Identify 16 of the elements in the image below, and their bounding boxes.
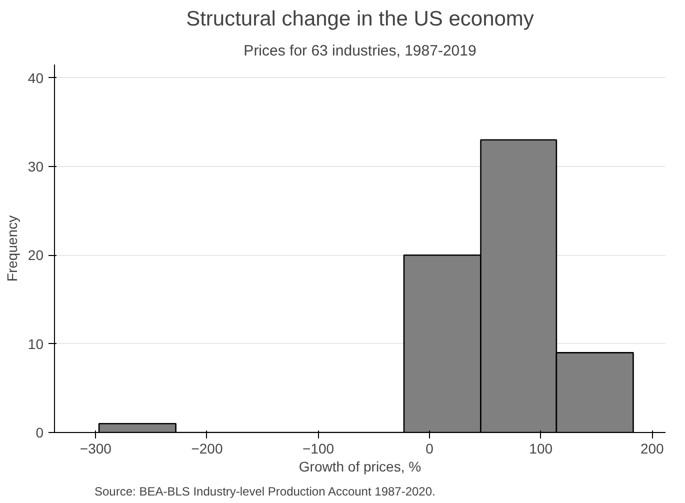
x-tick-label: 100 (529, 440, 553, 456)
y-tick-label: 10 (28, 336, 44, 352)
x-tick-label: 200 (640, 440, 664, 456)
y-tick-label: 20 (28, 247, 44, 264)
x-tick-label: 0 (426, 440, 434, 456)
y-tick-label: 40 (28, 70, 44, 86)
y-tick-label: 30 (28, 158, 44, 174)
source-note: Source: BEA-BLS Industry-level Production Account 1987-2020. (94, 484, 436, 498)
y-axis-title: Frequency (4, 215, 20, 282)
chart-title: Structural change in the US economy (186, 8, 534, 30)
x-tick-label: −300 (80, 440, 112, 456)
y-tick-label: 0 (36, 424, 44, 440)
x-tick-label: −200 (191, 440, 223, 456)
x-tick-label: −100 (302, 440, 334, 456)
chart-subtitle: Prices for 63 industries, 1987-2019 (244, 42, 476, 60)
x-axis-title: Growth of prices, % (298, 458, 422, 474)
